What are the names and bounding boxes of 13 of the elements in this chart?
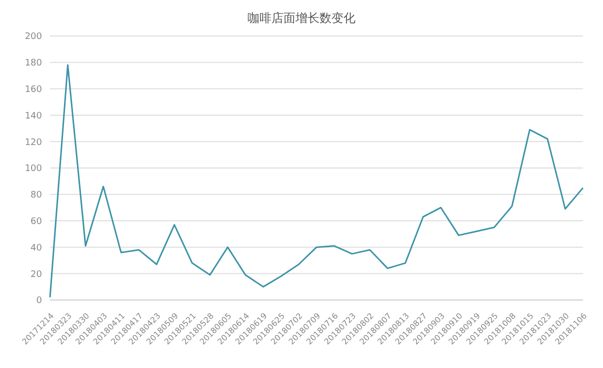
- y-tick-label: 160: [24, 84, 42, 95]
- y-tick-label: 40: [30, 243, 42, 254]
- y-tick-label: 180: [24, 58, 42, 69]
- y-tick-label: 100: [24, 164, 42, 174]
- y-tick-label: 200: [24, 32, 42, 42]
- y-tick-label: 0: [36, 296, 42, 306]
- y-tick-label: 60: [30, 216, 42, 227]
- y-tick-label: 80: [30, 190, 42, 201]
- y-tick-label: 140: [24, 111, 42, 122]
- y-tick-label: 20: [30, 270, 42, 280]
- chart-title: 咖啡店面增长数变化: [246, 10, 356, 27]
- line-series: [49, 64, 584, 298]
- y-tick-label: 120: [24, 138, 42, 148]
